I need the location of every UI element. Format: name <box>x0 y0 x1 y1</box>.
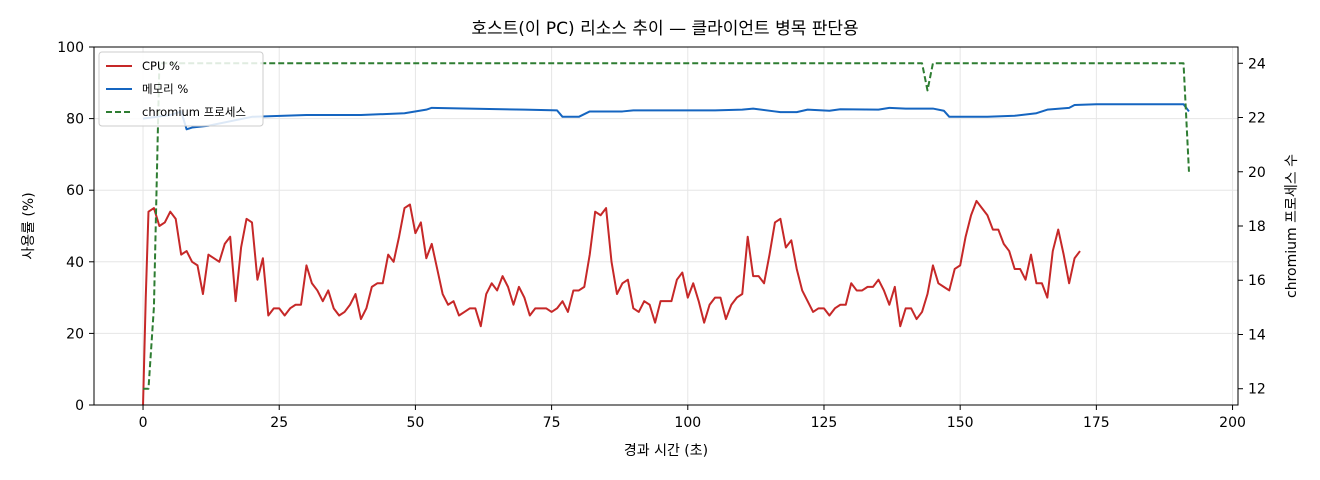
x-tick-label: 150 <box>947 415 974 431</box>
x-tick-label: 200 <box>1219 415 1246 431</box>
x-tick-label: 0 <box>139 415 148 431</box>
y2-axis-label: chromium 프로세스 수 <box>1284 154 1300 298</box>
legend-box <box>98 51 264 127</box>
legend-label: CPU % <box>142 59 180 73</box>
x-tick-label: 25 <box>270 415 288 431</box>
y-tick-label: 80 <box>66 112 84 128</box>
grid <box>94 46 1238 406</box>
y-tick-label: 100 <box>57 40 84 56</box>
series-line-3 <box>143 62 1190 390</box>
legend: CPU % 메모리 % chromium 프로세스 <box>98 51 264 127</box>
y-axis-right: 12 14 16 18 20 22 24 <box>1238 56 1266 398</box>
y2-tick-label: 18 <box>1248 219 1266 235</box>
series-layer <box>142 62 1190 405</box>
series-line-2 <box>142 103 1190 131</box>
y-tick-label: 40 <box>66 255 84 271</box>
y2-tick-label: 24 <box>1248 56 1266 72</box>
y2-tick-label: 14 <box>1248 327 1266 343</box>
y2-tick-label: 12 <box>1248 382 1266 398</box>
legend-label: 메모리 % <box>142 82 188 96</box>
y2-tick-label: 20 <box>1248 165 1266 181</box>
legend-label: chromium 프로세스 <box>142 105 246 119</box>
y-axis-left: 0 20 40 60 80 100 <box>57 40 94 414</box>
plot-frame <box>93 46 1239 406</box>
x-tick-label: 75 <box>543 415 561 431</box>
y-tick-label: 60 <box>66 183 84 199</box>
x-tick-label: 125 <box>811 415 838 431</box>
x-axis-label: 경과 시간 (초) <box>624 443 708 459</box>
y2-tick-label: 16 <box>1248 273 1266 289</box>
y-tick-label: 20 <box>66 326 84 342</box>
x-tick-label: 50 <box>406 415 424 431</box>
series-line-1 <box>142 199 1081 405</box>
chart-title: 호스트(이 PC) 리소스 추이 — 클라이언트 병목 판단용 <box>471 19 858 39</box>
x-axis: 0 25 50 75 100 125 150 175 200 <box>139 405 1246 431</box>
y-tick-label: 0 <box>75 398 84 414</box>
x-tick-label: 100 <box>674 415 701 431</box>
y2-tick-label: 22 <box>1248 111 1266 127</box>
x-tick-label: 175 <box>1083 415 1110 431</box>
y-axis-label: 사용률 (%) <box>21 192 37 259</box>
